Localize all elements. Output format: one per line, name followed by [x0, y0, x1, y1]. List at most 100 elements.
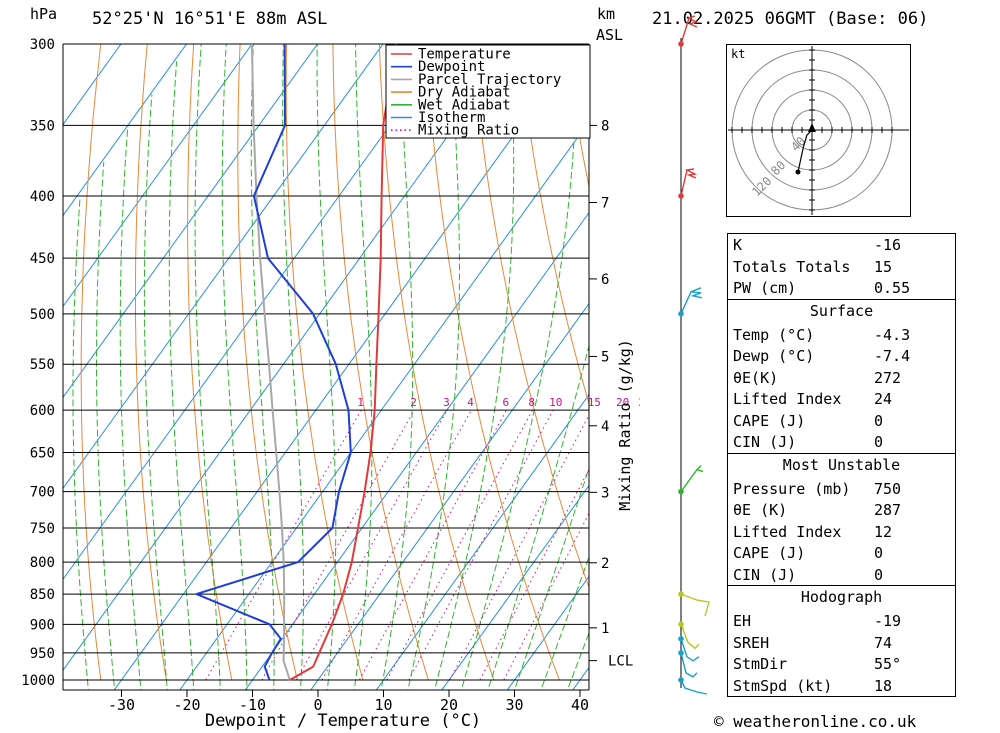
- hodograph-index-value: 74: [874, 633, 893, 652]
- isotherm-line: [0, 8, 16, 706]
- general-indices: K -16 Totals Totals 15 PW (cm) 0.55: [728, 234, 955, 299]
- mixing-ratio-label: 1: [357, 396, 364, 409]
- surface-index-value: 0: [874, 411, 884, 430]
- surface-index-label: Lifted Index: [733, 390, 842, 408]
- mixing-ratio-label: 2: [410, 396, 417, 409]
- mixing-ratio-line: [449, 414, 589, 681]
- most-unstable-index-label: CIN (J): [733, 565, 797, 584]
- legend-label: Mixing Ratio: [418, 123, 519, 139]
- most-unstable-index-row: CIN (J) 0: [728, 564, 955, 586]
- wind-barb: [680, 287, 703, 315]
- most-unstable-index-label: Pressure (mb): [733, 479, 851, 498]
- isotherm-line: [63, 44, 188, 217]
- most-unstable-index-value: 12: [874, 522, 893, 541]
- wet-adiabat-line: [250, 44, 275, 690]
- mixing-ratio-label: 15: [588, 396, 601, 409]
- km-tick-label: 6: [601, 272, 609, 288]
- mixing-ratio-line: [479, 468, 589, 681]
- mixing-ratio-label: 4: [467, 396, 474, 409]
- wind-level-dot: [678, 488, 684, 495]
- pressure-tick-label: 450: [30, 251, 55, 267]
- hodograph-index-label: EH: [733, 612, 752, 630]
- wet-adiabat-line: [353, 44, 373, 690]
- km-tick-label: 7: [601, 196, 609, 212]
- wind-barb: [680, 593, 710, 617]
- isotherm-line: [63, 44, 122, 126]
- hodograph-index-value: 18: [874, 676, 893, 695]
- surface-index-row: CAPE (J) 0: [728, 410, 955, 432]
- most-unstable-index-value: 0: [874, 544, 884, 562]
- surface-index-label: θE(K): [733, 368, 779, 387]
- mixing-ratio-label: 3: [443, 396, 450, 409]
- wind-level-dot: [678, 650, 684, 656]
- most-unstable-index-label: θE (K): [733, 501, 788, 519]
- most-unstable-index-row: Lifted Index 12: [728, 521, 955, 543]
- hodograph-index-label: StmDir: [733, 655, 788, 673]
- pressure-tick-label: 800: [30, 555, 55, 571]
- x-axis-title: Dewpoint / Temperature (°C): [205, 711, 481, 731]
- wet-adiabat-line: [221, 44, 248, 690]
- hodograph-index-label: SREH: [733, 633, 770, 652]
- general-index-row: K -16: [728, 234, 955, 256]
- legend-label: Temperature: [418, 47, 511, 63]
- legend-label: Dry Adiabat: [418, 85, 511, 101]
- mixing-ratio-line: [408, 409, 554, 681]
- surface-index-value: -7.4: [874, 347, 911, 365]
- isotherm-line: [244, 211, 589, 690]
- location-title: 52°25'N 16°51'E 88m ASL: [92, 9, 328, 29]
- pressure-tick-label: 600: [30, 403, 55, 419]
- surface-index-label: Temp (°C): [733, 325, 815, 344]
- mixing-ratio-label: 6: [503, 396, 510, 409]
- surface-index-row: Dewp (°C) -7.4: [728, 345, 955, 367]
- wet-adiabat-line: [566, 631, 589, 690]
- isotherm-line: [63, 44, 319, 399]
- surface-title: Surface: [809, 301, 874, 320]
- km-unit-label: km: [597, 5, 616, 23]
- surface-index-label: CAPE (J): [733, 411, 806, 430]
- pressure-tick-label: 850: [30, 587, 55, 603]
- most-unstable-title: Most Unstable: [782, 455, 901, 474]
- general-index-value: 15: [874, 257, 893, 276]
- pressure-tick-label: 300: [30, 37, 55, 53]
- x-tick-label: -30: [108, 696, 135, 714]
- surface-section: Surface Temp (°C) -4.3 Dewp (°C) -7.4 θE(K) 2…: [728, 298, 955, 453]
- surface-index-label: Dewp (°C): [733, 347, 815, 365]
- surface-index-value: 272: [874, 368, 902, 387]
- most-unstable-index-row: Pressure (mb) 750: [728, 478, 955, 500]
- most-unstable-index-value: 287: [874, 501, 902, 519]
- hodograph-unit-label: kt: [731, 47, 745, 61]
- x-tick-label: 40: [571, 696, 589, 714]
- most-unstable-index-value: 0: [874, 565, 884, 584]
- hodograph-indices-title: Hodograph: [800, 588, 883, 606]
- wind-level-dot: [678, 41, 684, 47]
- wind-barb: [680, 679, 708, 695]
- mixing-ratio-line: [321, 409, 472, 681]
- pressure-unit-label: hPa: [30, 5, 58, 23]
- general-index-label: Totals Totals: [733, 257, 851, 276]
- wet-adiabat-line: [316, 44, 337, 690]
- most-unstable-section: Most Unstable Pressure (mb) 750 θE (K) 287 L…: [728, 452, 955, 586]
- general-index-value: -16: [874, 236, 902, 254]
- datetime-title: 21.02.2025 06GMT (Base: 06): [652, 9, 929, 29]
- copyright-link[interactable]: © weatheronline.co.uk: [714, 712, 917, 731]
- surface-index-value: -4.3: [874, 325, 911, 344]
- wind-level-dot: [678, 621, 684, 628]
- wet-adiabat-line: [434, 44, 515, 690]
- general-index-value: 0.55: [874, 279, 911, 297]
- wet-adiabat-line: [72, 195, 89, 690]
- most-unstable-index-label: Lifted Index: [733, 522, 842, 541]
- hodograph-index-row: EH -19: [728, 610, 955, 632]
- most-unstable-index-label: CAPE (J): [733, 544, 806, 562]
- wind-barb: [680, 168, 698, 197]
- x-tick-label: -10: [239, 696, 266, 714]
- general-index-row: PW (cm) 0.55: [728, 277, 955, 299]
- wet-adiabat-line: [96, 161, 116, 690]
- isotherm-line: [310, 302, 589, 690]
- mixing-ratio-label: 10: [549, 396, 562, 409]
- parcel-trajectory-line: [250, 44, 291, 681]
- mixing-ratio-line: [296, 409, 448, 681]
- mixing-ratio-line: [358, 409, 507, 681]
- hodograph-trace: [797, 129, 813, 173]
